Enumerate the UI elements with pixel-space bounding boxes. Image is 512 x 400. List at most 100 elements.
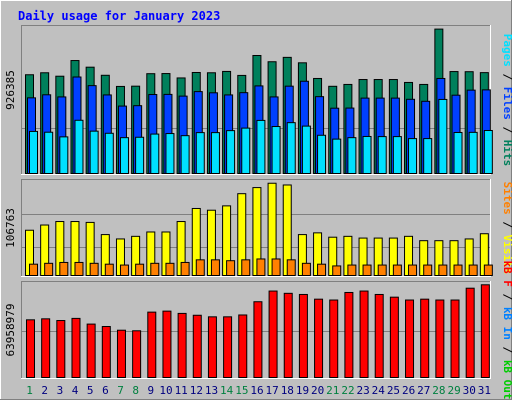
pages-bar-28 <box>438 98 448 174</box>
kbytes-bar-9 <box>147 311 157 378</box>
day-label-4: 4 <box>72 384 79 397</box>
day-label-17: 17 <box>266 384 279 397</box>
day-label-18: 18 <box>281 384 294 397</box>
sites-bar-7 <box>119 264 129 276</box>
day-label-20: 20 <box>311 384 324 397</box>
sites-bar-12 <box>195 259 205 277</box>
kbytes-bar-13 <box>207 316 217 378</box>
sites-bar-4 <box>74 261 84 277</box>
kbytes-bar-14 <box>223 316 233 378</box>
sites-bar-17 <box>271 258 281 276</box>
sites-bar-20 <box>317 263 327 276</box>
day-label-1: 1 <box>26 384 33 397</box>
day-label-6: 6 <box>102 384 109 397</box>
pages-bar-26 <box>408 138 418 174</box>
bottom-ymax-label: 63958979 <box>4 304 17 357</box>
day-label-29: 29 <box>447 384 460 397</box>
sites-bar-5 <box>89 262 99 277</box>
day-label-10: 10 <box>159 384 172 397</box>
pages-bar-18 <box>286 122 296 174</box>
sites-bar-21 <box>332 265 342 277</box>
kbytes-bar-29 <box>450 299 460 378</box>
middle-legend-separator-1: / <box>501 215 512 235</box>
pages-bar-22 <box>347 137 357 174</box>
day-label-15: 15 <box>235 384 248 397</box>
sites-bar-26 <box>408 264 418 276</box>
kbytes-bar-1 <box>26 319 35 378</box>
pages-bar-20 <box>317 134 327 175</box>
sites-bar-24 <box>377 264 387 276</box>
middle-legend-visits: Visits <box>501 235 512 275</box>
pages-bar-31 <box>483 129 493 175</box>
day-label-9: 9 <box>148 384 155 397</box>
kbytes-bar-5 <box>86 323 96 379</box>
sites-bar-15 <box>241 259 251 277</box>
kbytes-bar-12 <box>192 314 202 379</box>
day-label-19: 19 <box>296 384 309 397</box>
sites-bar-8 <box>135 263 145 276</box>
kbytes-bar-4 <box>71 317 81 379</box>
kbytes-bar-20 <box>314 298 324 378</box>
kbytes-bar-17 <box>268 290 278 379</box>
pages-bar-19 <box>301 125 311 174</box>
pages-bar-11 <box>180 135 190 175</box>
sites-bar-30 <box>468 264 478 276</box>
day-label-27: 27 <box>417 384 430 397</box>
middle-ymax-label: 106763 <box>4 208 17 248</box>
sites-bar-31 <box>483 264 493 276</box>
kbytes-bar-2 <box>41 318 51 378</box>
kbytes-bar-10 <box>162 310 172 379</box>
sites-bar-25 <box>392 264 402 276</box>
day-label-30: 30 <box>463 384 476 397</box>
sites-bar-29 <box>453 264 463 276</box>
sites-bar-1 <box>29 263 38 276</box>
kbytes-bar-21 <box>329 299 339 378</box>
bottom-legend-kb-out: kB Out <box>501 360 512 400</box>
bottom-legend-separator-1: / <box>501 287 512 307</box>
day-label-5: 5 <box>87 384 94 397</box>
sites-bar-9 <box>150 262 160 277</box>
kbytes-bar-31 <box>480 284 490 379</box>
sites-bar-27 <box>423 264 433 276</box>
day-label-13: 13 <box>205 384 218 397</box>
kbytes-bar-23 <box>359 290 369 379</box>
pages-bar-27 <box>423 138 433 174</box>
sites-bar-6 <box>104 263 114 276</box>
sites-bar-16 <box>256 258 266 276</box>
chart-title: Daily usage for January 2023 <box>18 9 220 23</box>
pages-bar-30 <box>468 131 478 174</box>
pages-bar-2 <box>44 131 54 174</box>
pages-bar-4 <box>74 119 84 175</box>
pages-bar-9 <box>150 133 160 174</box>
kbytes-bar-27 <box>420 298 430 378</box>
day-label-31: 31 <box>478 384 491 397</box>
bottom-legend-kb-in: kB In <box>501 307 512 340</box>
middle-legend-sites: Sites <box>501 182 512 215</box>
sites-bar-11 <box>180 261 190 277</box>
kbytes-bar-26 <box>405 299 415 378</box>
pages-bar-23 <box>362 135 372 174</box>
kbytes-bar-3 <box>56 320 66 378</box>
kbytes-bar-30 <box>465 287 475 379</box>
kbytes-bar-18 <box>283 292 293 378</box>
top-legend: Pages / Files / Hits <box>501 34 512 167</box>
pages-bar-6 <box>104 132 114 174</box>
pages-bar-7 <box>119 137 129 174</box>
day-label-26: 26 <box>402 384 415 397</box>
top-legend-files: Files <box>501 87 512 120</box>
kbytes-bar-8 <box>132 330 142 379</box>
top-legend-separator-1: / <box>501 67 512 87</box>
day-label-2: 2 <box>41 384 48 397</box>
top-legend-pages: Pages <box>501 34 512 67</box>
pages-bar-8 <box>135 136 145 175</box>
kbytes-bar-28 <box>435 299 445 378</box>
kbytes-bar-6 <box>101 326 111 378</box>
pages-bar-14 <box>226 130 236 174</box>
pages-bar-25 <box>392 136 402 175</box>
pages-bar-17 <box>271 126 281 174</box>
kbytes-bar-25 <box>389 296 399 378</box>
sites-bar-2 <box>44 262 54 277</box>
pages-bar-1 <box>29 130 38 175</box>
